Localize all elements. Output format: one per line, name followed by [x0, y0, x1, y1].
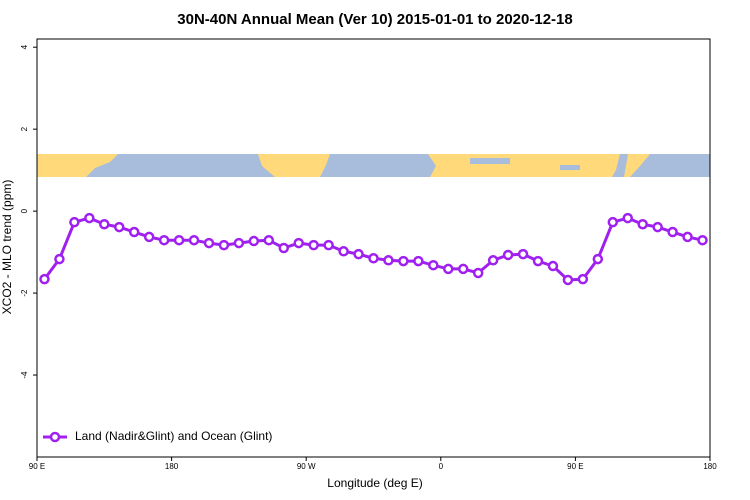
legend-marker	[49, 431, 61, 443]
chart-title: 30N-40N Annual Mean (Ver 10) 2015-01-01 …	[177, 11, 572, 28]
data-point	[114, 221, 125, 233]
data-point	[398, 255, 409, 267]
data-point	[338, 246, 349, 257]
data-point	[487, 255, 499, 266]
x-tick-label: 90 W	[297, 462, 316, 471]
data-point	[84, 212, 95, 224]
data-point	[532, 255, 544, 267]
data-point	[682, 231, 693, 243]
data-point	[472, 267, 484, 279]
data-line	[43, 216, 703, 282]
plot-frame	[36, 38, 711, 458]
data-point	[637, 218, 648, 230]
data-point	[158, 234, 170, 246]
data-point	[233, 237, 245, 249]
data-point	[502, 249, 514, 261]
x-tick-label: 90 E	[567, 462, 583, 471]
data-point	[592, 253, 604, 265]
data-point	[428, 259, 439, 271]
y-tick-label: -4	[20, 371, 29, 379]
data-point	[293, 237, 304, 249]
data-point	[263, 234, 275, 246]
x-tick-label: 180	[165, 462, 179, 471]
data-point	[443, 263, 454, 275]
data-point	[99, 218, 110, 230]
data-point	[577, 273, 589, 285]
data-point	[323, 239, 334, 251]
legend-item: Land (Nadir&Glint) and Ocean (Glint)	[43, 429, 272, 443]
x-tick-label: 0	[439, 462, 444, 471]
data-point	[697, 234, 708, 246]
data-point	[622, 212, 633, 224]
x-tick-label: 90 E	[29, 462, 45, 471]
map-band	[37, 154, 710, 177]
data-point	[173, 234, 185, 246]
y-tick-label: 4	[20, 44, 29, 49]
data-point	[54, 253, 65, 265]
data-point	[248, 235, 260, 247]
data-point	[69, 216, 80, 228]
data-point	[517, 248, 529, 260]
y-tick-label: -2	[20, 289, 29, 297]
data-point	[607, 216, 619, 228]
y-axis-label: XCO2 - MLO trend (ppm)	[0, 180, 14, 315]
data-point	[457, 263, 469, 275]
data-point	[353, 248, 364, 260]
data-point	[278, 242, 290, 254]
data-point	[413, 255, 424, 267]
x-axis-label: Longitude (deg E)	[327, 476, 422, 490]
legend-label: Land (Nadir&Glint) and Ocean (Glint)	[75, 429, 272, 443]
y-tick-label: 2	[20, 126, 29, 131]
data-point	[218, 239, 230, 251]
data-point	[203, 237, 215, 249]
data-point	[143, 231, 155, 243]
x-tick-label: 180	[703, 462, 717, 471]
data-point	[547, 260, 559, 272]
data-point	[128, 226, 140, 238]
data-point	[652, 221, 663, 233]
data-point	[188, 234, 200, 246]
data-point	[308, 239, 319, 251]
y-tick-label: 0	[20, 208, 29, 213]
data-point	[383, 255, 394, 266]
data-point	[39, 273, 50, 285]
data-point	[368, 252, 379, 264]
data-point	[667, 226, 678, 238]
data-point	[562, 274, 574, 286]
